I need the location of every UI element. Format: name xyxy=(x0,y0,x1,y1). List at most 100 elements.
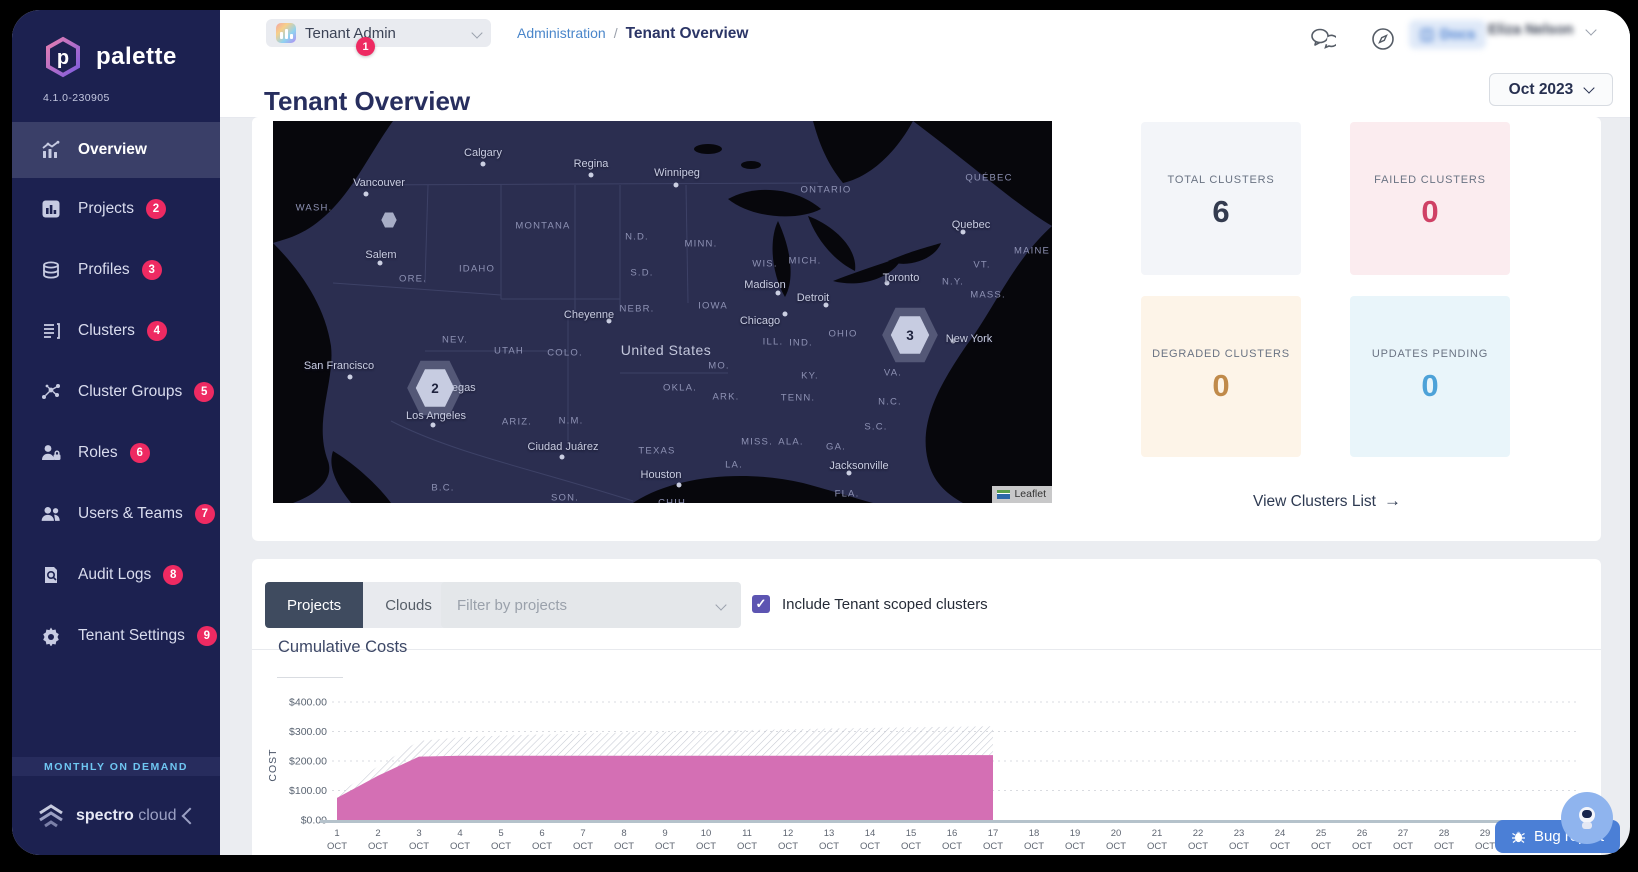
sidebar-item[interactable]: Profiles 3 xyxy=(12,239,220,300)
svg-text:5: 5 xyxy=(498,828,503,839)
svg-text:OCT: OCT xyxy=(942,841,962,852)
brand-name: palette xyxy=(96,43,177,70)
sidebar-item[interactable]: Clusters 4 xyxy=(12,300,220,361)
scope-tab[interactable]: Clouds xyxy=(363,582,454,628)
svg-text:OCT: OCT xyxy=(1311,841,1331,852)
sidebar-item[interactable]: Tenant Settings 9 xyxy=(12,605,220,666)
project-filter-select[interactable]: Filter by projects xyxy=(441,582,741,628)
svg-text:7: 7 xyxy=(580,828,585,839)
palette-logo-icon: p xyxy=(46,36,80,78)
palette-logo: p palette xyxy=(42,36,177,78)
breadcrumb: Administration / Tenant Overview xyxy=(517,25,749,43)
view-clusters-list-link[interactable]: View Clusters List → xyxy=(1253,491,1401,510)
breadcrumb-administration[interactable]: Administration xyxy=(517,25,606,41)
sidebar-item-badge: 4 xyxy=(146,320,167,341)
sidebar-item-icon xyxy=(40,625,62,647)
cluster-marker[interactable]: 3 xyxy=(881,306,939,364)
svg-text:$200.00: $200.00 xyxy=(289,756,327,768)
project-scope-badge: 1 xyxy=(356,37,375,56)
sidebar-collapse-icon[interactable] xyxy=(181,807,199,824)
city-dot xyxy=(588,172,594,178)
city-dot xyxy=(430,422,436,428)
stat-value: 0 xyxy=(1421,368,1439,403)
svg-text:$300.00: $300.00 xyxy=(289,726,327,738)
month-selector[interactable]: Oct 2023 xyxy=(1489,73,1613,106)
sidebar-item-label: Profiles xyxy=(78,260,130,278)
svg-text:2: 2 xyxy=(375,828,380,839)
sidebar-item-label: Users & Teams xyxy=(78,504,183,522)
svg-text:OCT: OCT xyxy=(327,841,347,852)
svg-text:21: 21 xyxy=(1152,828,1163,839)
scope-tab[interactable]: Projects xyxy=(265,582,364,628)
cluster-marker[interactable]: 2 xyxy=(406,359,464,417)
sidebar-item-badge: 6 xyxy=(129,442,150,463)
svg-text:14: 14 xyxy=(865,828,876,839)
sidebar-item-icon xyxy=(40,503,62,525)
stat-value: 0 xyxy=(1421,194,1439,229)
svg-text:OCT: OCT xyxy=(1065,841,1085,852)
stat-value: 0 xyxy=(1212,368,1230,403)
svg-text:1: 1 xyxy=(334,828,339,839)
svg-text:OCT: OCT xyxy=(1434,841,1454,852)
plan-badge: MONTHLY ON DEMAND xyxy=(12,757,220,776)
clusters-overview-card: Vancouver Calgary Regina Winnipeg Salem San F… xyxy=(252,117,1601,541)
costs-card: Projects Clouds Filter by projects ✓ Inc… xyxy=(252,559,1601,855)
sidebar-item[interactable]: Roles 6 xyxy=(12,422,220,483)
user-menu[interactable]: Eliza Nelson xyxy=(1488,22,1598,38)
explore-compass-icon[interactable] xyxy=(1368,24,1398,54)
svg-text:OCT: OCT xyxy=(614,841,634,852)
map-attribution[interactable]: Leaflet xyxy=(992,486,1052,503)
project-scope-dropdown[interactable]: Tenant Admin xyxy=(266,19,491,47)
sidebar-item-icon xyxy=(40,381,62,403)
svg-text:OCT: OCT xyxy=(409,841,429,852)
sidebar-item[interactable]: Cluster Groups 5 xyxy=(12,361,220,422)
svg-text:p: p xyxy=(57,47,69,69)
stat-label: TOTAL CLUSTERS xyxy=(1167,174,1275,186)
stat-value: 6 xyxy=(1212,194,1230,229)
svg-text:OCT: OCT xyxy=(655,841,675,852)
spectro-cloud-wordmark: spectro cloud xyxy=(76,806,177,824)
sidebar-item-badge: 5 xyxy=(194,381,215,402)
sidebar-item-badge: 7 xyxy=(194,503,215,524)
city-dot xyxy=(363,191,369,197)
sidebar-item[interactable]: Users & Teams 7 xyxy=(12,483,220,544)
sidebar-item[interactable]: Overview xyxy=(12,122,220,178)
include-tenant-scoped-checkbox[interactable]: ✓ xyxy=(752,595,770,613)
cluster-marker-small[interactable] xyxy=(381,212,397,228)
svg-text:OCT: OCT xyxy=(696,841,716,852)
city-dot xyxy=(676,482,682,488)
svg-text:OCT: OCT xyxy=(860,841,880,852)
svg-text:12: 12 xyxy=(783,828,794,839)
app-window: p palette 4.1.0-230905 Overview Projects… xyxy=(12,10,1630,855)
city-dot xyxy=(480,161,486,167)
svg-text:OCT: OCT xyxy=(1393,841,1413,852)
app-version: 4.1.0-230905 xyxy=(43,92,110,104)
sidebar-item-badge: 3 xyxy=(141,259,162,280)
sidebar-item-label: Projects xyxy=(78,199,134,217)
clusters-map[interactable]: Vancouver Calgary Regina Winnipeg Salem San F… xyxy=(273,121,1052,503)
scope-tabs: Projects Clouds xyxy=(265,582,454,628)
project-filter-placeholder: Filter by projects xyxy=(457,596,568,614)
city-dot xyxy=(559,454,565,460)
stat-card: FAILED CLUSTERS 0 xyxy=(1350,122,1510,275)
page-title: Tenant Overview xyxy=(264,86,471,117)
city-dot xyxy=(347,374,353,380)
city-dot xyxy=(377,260,383,266)
sidebar-item[interactable]: Audit Logs 8 xyxy=(12,544,220,605)
assistant-button[interactable] xyxy=(1561,792,1613,844)
city-dot xyxy=(960,229,966,235)
svg-text:$0.00: $0.00 xyxy=(301,815,327,827)
svg-text:OCT: OCT xyxy=(1024,841,1044,852)
svg-text:15: 15 xyxy=(906,828,917,839)
svg-text:OCT: OCT xyxy=(737,841,757,852)
docs-button[interactable]: Docs xyxy=(1409,20,1487,49)
breadcrumb-separator: / xyxy=(613,25,618,41)
month-selector-value: Oct 2023 xyxy=(1508,80,1574,98)
breadcrumb-current: Tenant Overview xyxy=(625,25,749,42)
svg-text:24: 24 xyxy=(1275,828,1286,839)
svg-text:29: 29 xyxy=(1480,828,1491,839)
feedback-chat-icon[interactable] xyxy=(1308,24,1338,54)
sidebar-item[interactable]: Projects 2 xyxy=(12,178,220,239)
sidebar-item-label: Roles xyxy=(78,443,118,461)
svg-text:OCT: OCT xyxy=(1188,841,1208,852)
